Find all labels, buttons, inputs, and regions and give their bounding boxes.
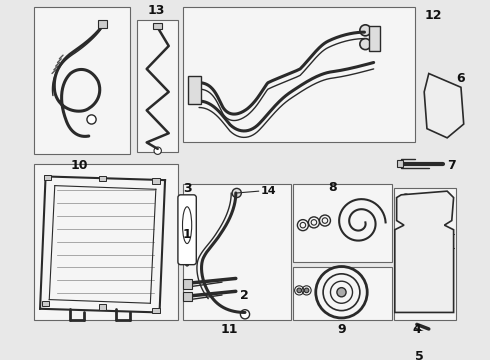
Polygon shape: [424, 73, 464, 138]
Text: 6: 6: [456, 72, 465, 85]
Circle shape: [154, 147, 161, 154]
Text: 12: 12: [424, 9, 441, 22]
Text: 7: 7: [447, 159, 456, 172]
Bar: [152, 308, 160, 313]
Bar: [183, 7, 415, 143]
Bar: [183, 292, 192, 301]
Text: 13: 13: [147, 4, 165, 17]
Bar: [99, 176, 106, 181]
Text: 14: 14: [261, 186, 276, 196]
Circle shape: [360, 39, 371, 50]
Circle shape: [87, 115, 96, 124]
Bar: [152, 178, 160, 184]
Bar: [293, 266, 392, 320]
Circle shape: [304, 288, 309, 293]
Circle shape: [297, 288, 301, 293]
Circle shape: [186, 254, 189, 257]
Bar: [99, 304, 106, 310]
Circle shape: [186, 259, 189, 261]
Text: 5: 5: [415, 350, 424, 360]
Circle shape: [186, 263, 189, 266]
Bar: [138, 20, 178, 152]
Text: 9: 9: [337, 324, 346, 337]
Bar: [183, 184, 291, 320]
Text: 8: 8: [328, 181, 337, 194]
Bar: [42, 301, 49, 306]
Polygon shape: [395, 191, 454, 312]
Bar: [394, 188, 456, 320]
Text: 11: 11: [220, 324, 238, 337]
Text: 1: 1: [182, 228, 191, 241]
Circle shape: [337, 288, 346, 297]
Circle shape: [241, 310, 249, 319]
Bar: [183, 279, 192, 289]
FancyBboxPatch shape: [178, 195, 196, 265]
Bar: [293, 184, 392, 262]
Text: 3: 3: [183, 182, 192, 195]
Bar: [396, 160, 403, 167]
Text: 2: 2: [241, 289, 249, 302]
Bar: [44, 175, 51, 180]
Bar: [34, 163, 178, 320]
Text: 4: 4: [413, 324, 421, 337]
Bar: [34, 7, 130, 154]
Bar: [98, 20, 107, 28]
Circle shape: [232, 188, 241, 198]
Bar: [369, 26, 380, 51]
Bar: [188, 76, 201, 104]
Bar: [153, 23, 162, 30]
Circle shape: [360, 25, 371, 36]
Text: 10: 10: [71, 159, 88, 172]
Circle shape: [186, 249, 189, 252]
